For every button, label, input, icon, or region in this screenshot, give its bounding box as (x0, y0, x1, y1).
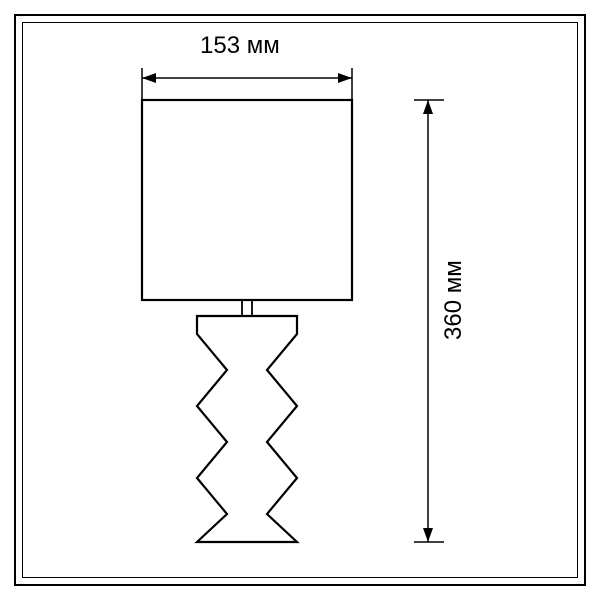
lamp-drawing (0, 0, 600, 600)
height-dimension-label: 360 мм (440, 260, 468, 340)
width-dimension-label: 153 мм (200, 32, 280, 60)
diagram-canvas: 153 мм 360 мм (0, 0, 600, 600)
